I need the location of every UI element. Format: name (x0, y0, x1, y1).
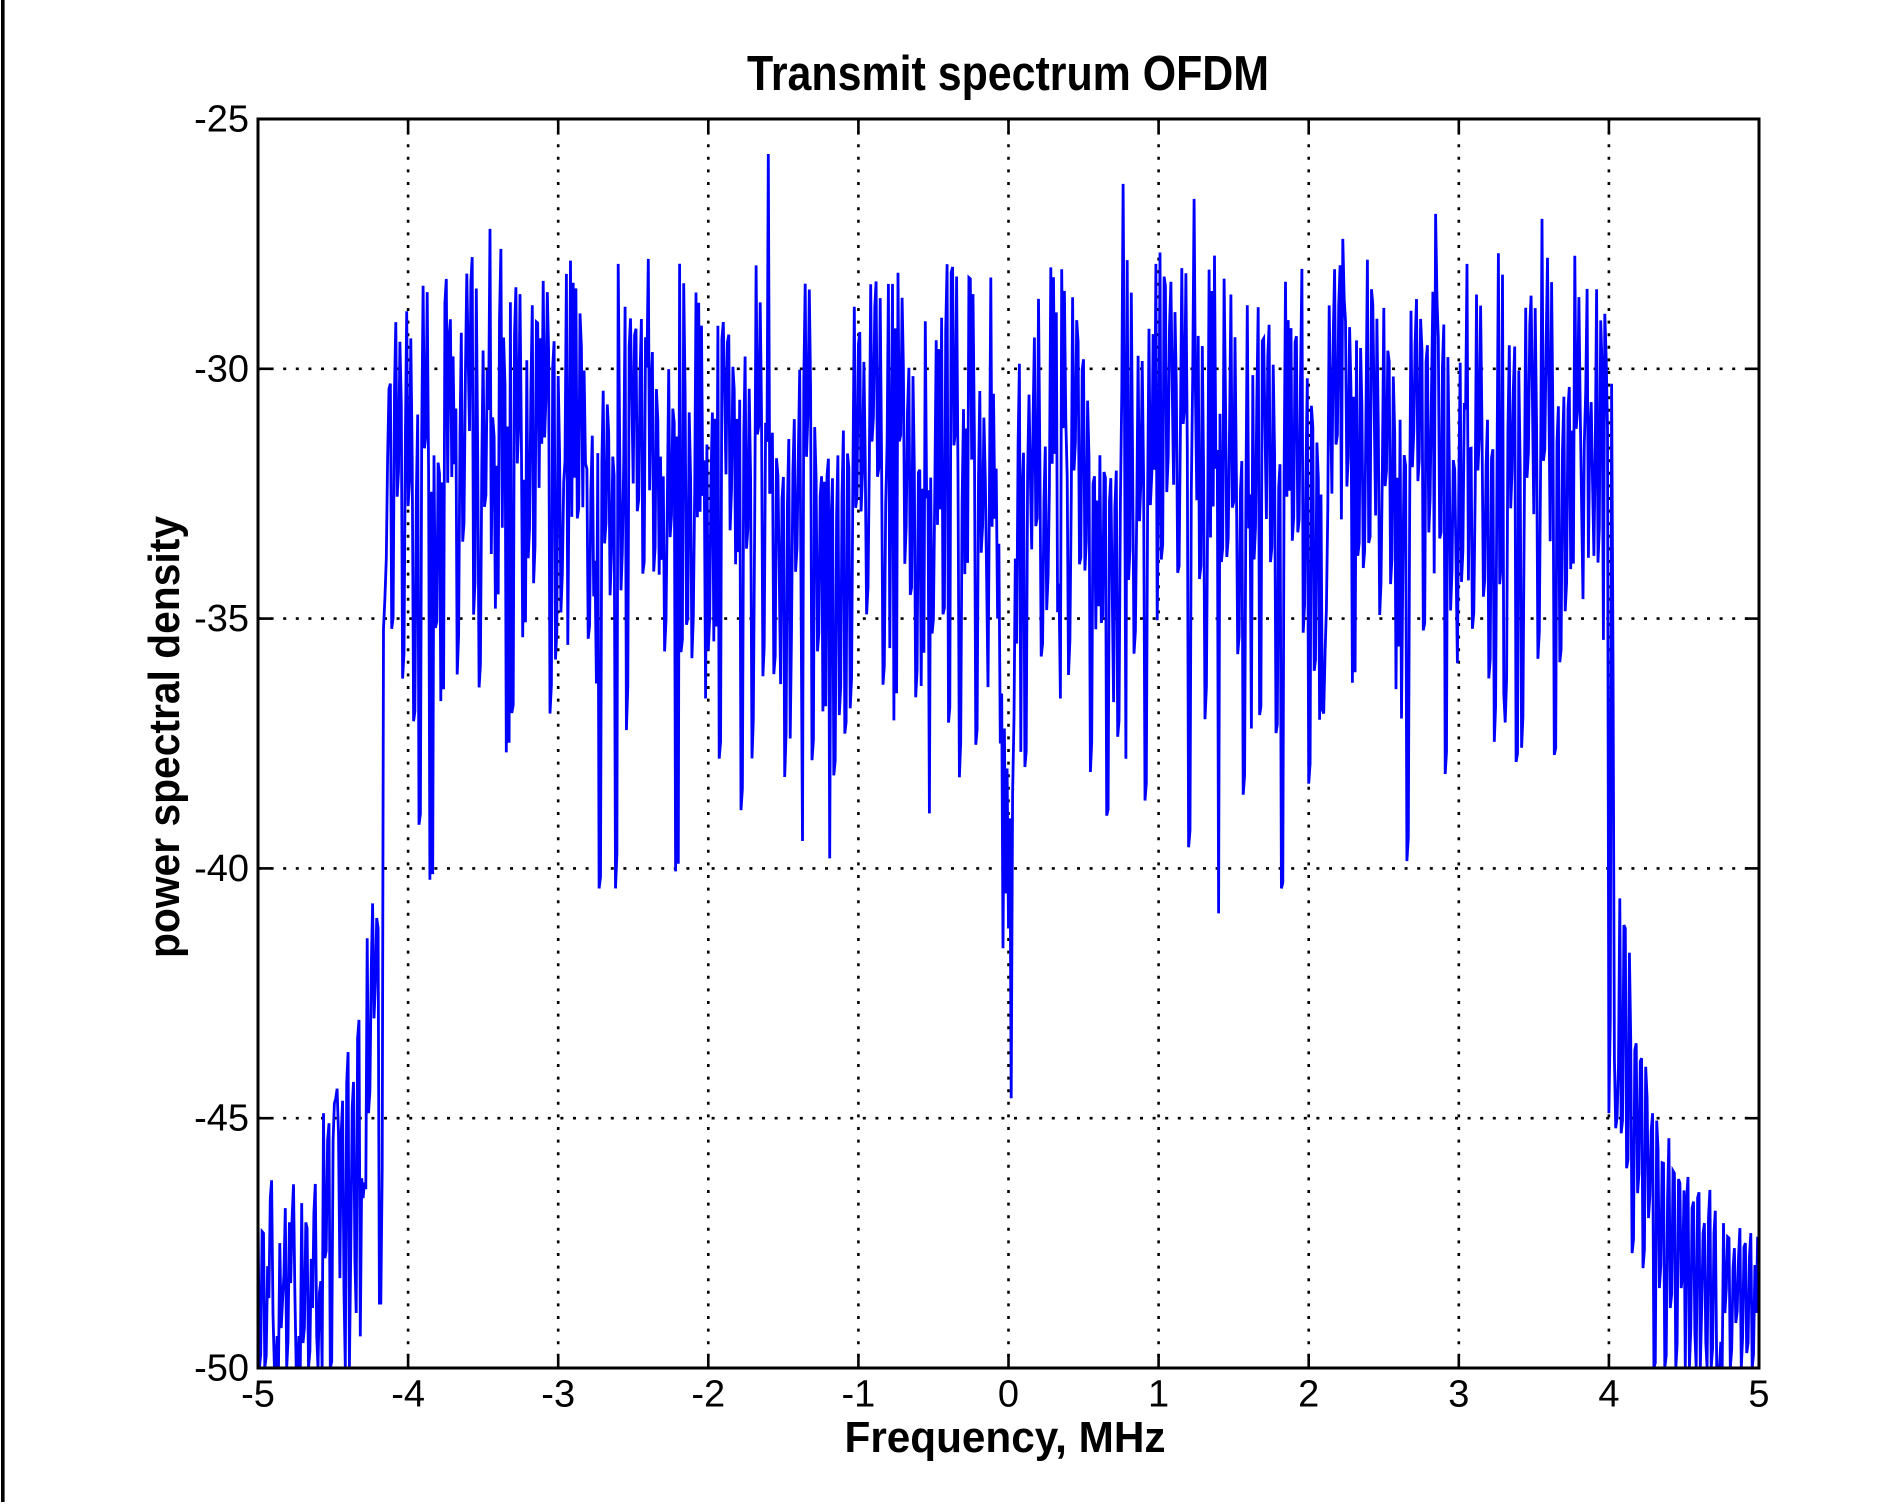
svg-text:Transmit spectrum OFDM: Transmit spectrum OFDM (747, 47, 1269, 101)
svg-text:-1: -1 (842, 1374, 876, 1416)
svg-text:-5: -5 (241, 1374, 275, 1416)
svg-text:-3: -3 (541, 1374, 575, 1416)
svg-text:-4: -4 (391, 1374, 425, 1416)
svg-text:1: 1 (1148, 1374, 1169, 1416)
svg-text:-30: -30 (194, 348, 249, 390)
svg-text:-40: -40 (194, 848, 249, 890)
svg-text:3: 3 (1448, 1374, 1469, 1416)
svg-text:4: 4 (1598, 1374, 1619, 1416)
svg-text:2: 2 (1298, 1374, 1319, 1416)
svg-text:Frequency, MHz: Frequency, MHz (845, 1413, 1166, 1462)
svg-text:5: 5 (1748, 1374, 1769, 1416)
svg-text:power spectral density: power spectral density (140, 516, 189, 958)
svg-text:-25: -25 (194, 99, 249, 141)
svg-text:-45: -45 (194, 1098, 249, 1140)
svg-text:-35: -35 (194, 598, 249, 640)
svg-text:-50: -50 (194, 1348, 249, 1390)
svg-text:-2: -2 (691, 1374, 725, 1416)
svg-text:0: 0 (998, 1374, 1019, 1416)
